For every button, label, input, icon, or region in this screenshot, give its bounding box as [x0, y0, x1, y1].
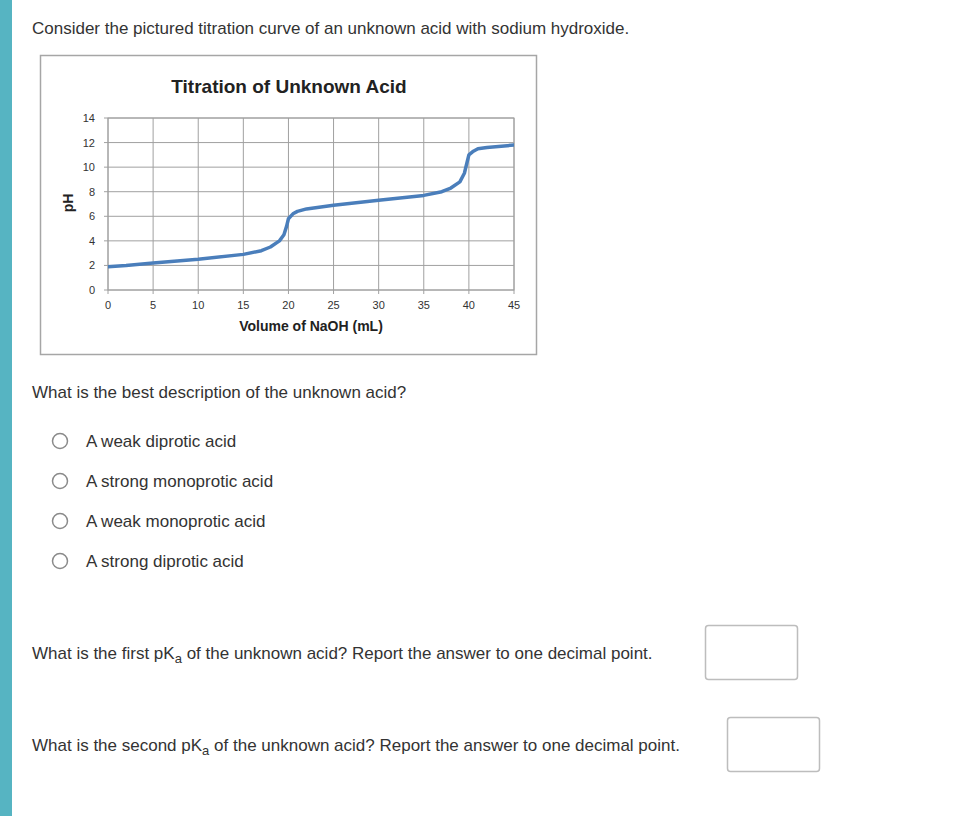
plot-data — [108, 145, 514, 267]
x-tick-label: 45 — [508, 299, 520, 311]
answer-box[interactable] — [706, 626, 798, 680]
x-tick-label: 25 — [327, 299, 339, 311]
x-tick — [243, 290, 244, 294]
x-grid-line — [468, 118, 469, 290]
x-tick — [108, 290, 109, 294]
y-tick — [104, 240, 108, 241]
x-tick — [514, 290, 515, 294]
y-tick-label: 0 — [89, 284, 95, 296]
x-tick-label: 0 — [105, 299, 111, 311]
y-tick-label: 2 — [89, 259, 95, 271]
radio-button[interactable] — [53, 434, 68, 449]
question-text: What is the best description of the unkn… — [32, 383, 406, 402]
y-tick — [104, 216, 108, 217]
y-axis-label: pH — [60, 194, 76, 213]
y-tick-label: 4 — [89, 235, 95, 247]
radio-button[interactable] — [53, 514, 68, 529]
intro-text: Consider the pictured titration curve of… — [32, 19, 629, 38]
x-tick-label: 15 — [237, 299, 249, 311]
y-tick-label: 6 — [89, 210, 95, 222]
x-tick — [468, 290, 469, 294]
x-tick-label: 20 — [282, 299, 294, 311]
answer-box[interactable] — [728, 718, 820, 772]
option-label: A strong diprotic acid — [86, 552, 244, 571]
radio-button[interactable] — [53, 554, 68, 569]
x-tick-label: 40 — [463, 299, 475, 311]
question-text: What is the first pKa of the unknown aci… — [32, 644, 653, 666]
chart: Titration of Unknown Acid 0 2 4 6 8 10 12 14 0 5 10… — [41, 56, 537, 355]
y-tick — [104, 191, 108, 192]
x-tick — [378, 290, 379, 294]
x-grid-line — [423, 118, 424, 290]
y-grid-line — [108, 240, 514, 241]
y-grid-line — [108, 142, 514, 143]
y-tick — [104, 142, 108, 143]
x-tick — [333, 290, 334, 294]
x-grid-line — [288, 118, 289, 290]
x-axis-label: Volume of NaOH (mL) — [239, 318, 383, 334]
y-tick-label: 14 — [83, 112, 95, 124]
x-tick-label: 30 — [373, 299, 385, 311]
option-label: A strong monoprotic acid — [86, 472, 273, 491]
question-text-part: What is the second pK — [32, 736, 203, 755]
question-text-part: of the unknown acid? Report the answer t… — [182, 644, 653, 663]
x-grid-line — [378, 118, 379, 290]
y-grid-line — [108, 265, 514, 266]
x-grid-line — [243, 118, 244, 290]
x-tick — [198, 290, 199, 294]
x-tick-label: 10 — [192, 299, 204, 311]
y-tick-label: 8 — [89, 186, 95, 198]
radio-button[interactable] — [53, 474, 68, 489]
y-grid-line — [108, 191, 514, 192]
question-text-part: of the unknown acid? Report the answer t… — [209, 736, 680, 755]
x-tick — [153, 290, 154, 294]
option-label: A weak diprotic acid — [86, 432, 236, 451]
question-text-part: What is the first pK — [32, 644, 175, 663]
x-tick-label: 5 — [150, 299, 156, 311]
y-grid-line — [108, 216, 514, 217]
y-tick — [104, 290, 108, 291]
option-label: A weak monoprotic acid — [86, 512, 266, 531]
x-tick — [423, 290, 424, 294]
plot-frame — [108, 118, 514, 290]
y-grid-line — [108, 167, 514, 168]
chart-title: Titration of Unknown Acid — [171, 76, 406, 97]
y-tick — [104, 167, 108, 168]
x-tick-label: 35 — [418, 299, 430, 311]
titration-curve — [108, 145, 514, 267]
x-grid-line — [198, 118, 199, 290]
y-tick-label: 12 — [83, 137, 95, 149]
x-tick — [288, 290, 289, 294]
y-tick — [104, 265, 108, 266]
y-tick — [104, 118, 108, 119]
page: Consider the pictured titration curve of… — [0, 0, 962, 816]
question-text: What is the second pKa of the unknown ac… — [32, 736, 680, 758]
chart-frame — [41, 56, 537, 355]
accent-bar — [0, 0, 12, 816]
y-tick-label: 10 — [83, 161, 95, 173]
